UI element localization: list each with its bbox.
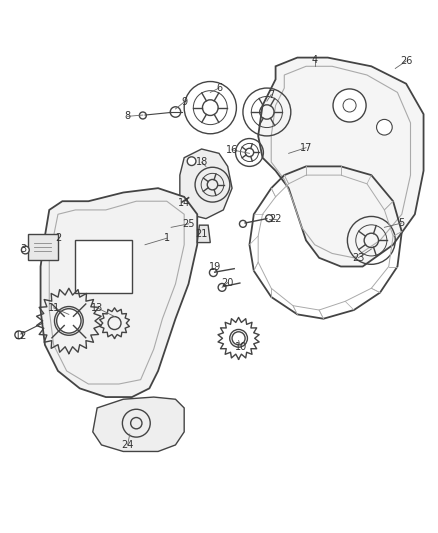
Circle shape <box>15 331 23 339</box>
Text: 12: 12 <box>15 331 27 341</box>
Circle shape <box>377 119 392 135</box>
Text: 3: 3 <box>20 244 26 254</box>
Polygon shape <box>28 234 58 260</box>
Circle shape <box>139 112 146 119</box>
Text: 13: 13 <box>91 303 103 313</box>
Polygon shape <box>41 188 197 397</box>
Circle shape <box>232 332 245 345</box>
Text: 26: 26 <box>400 56 412 66</box>
Text: 24: 24 <box>121 440 134 450</box>
Text: 25: 25 <box>182 219 195 229</box>
Text: 1: 1 <box>164 233 170 243</box>
Circle shape <box>333 89 366 122</box>
Text: 7: 7 <box>268 90 274 100</box>
Text: 8: 8 <box>124 111 131 122</box>
Text: 18: 18 <box>195 157 208 167</box>
Text: 16: 16 <box>226 145 238 155</box>
Circle shape <box>343 99 356 112</box>
Text: 2: 2 <box>55 233 61 243</box>
Circle shape <box>209 269 217 277</box>
Text: 10: 10 <box>235 342 247 352</box>
Polygon shape <box>197 225 210 243</box>
Text: 5: 5 <box>399 218 405 228</box>
Circle shape <box>170 107 181 117</box>
Circle shape <box>21 246 29 254</box>
Text: 4: 4 <box>312 55 318 65</box>
Text: 21: 21 <box>195 229 208 239</box>
Circle shape <box>265 215 272 222</box>
Text: 17: 17 <box>300 143 312 152</box>
Polygon shape <box>75 240 132 293</box>
Circle shape <box>177 199 185 207</box>
Text: 19: 19 <box>208 262 221 272</box>
Polygon shape <box>258 58 424 266</box>
Circle shape <box>240 220 247 228</box>
Text: 22: 22 <box>269 214 282 224</box>
Circle shape <box>218 284 226 292</box>
Text: 14: 14 <box>178 198 190 208</box>
Text: 9: 9 <box>181 97 187 107</box>
Polygon shape <box>93 397 184 451</box>
Text: 20: 20 <box>222 278 234 288</box>
Circle shape <box>187 157 196 166</box>
Polygon shape <box>180 149 232 219</box>
Circle shape <box>57 309 81 333</box>
Text: 6: 6 <box>216 83 222 93</box>
Text: 11: 11 <box>47 303 60 313</box>
Text: 23: 23 <box>352 253 364 263</box>
